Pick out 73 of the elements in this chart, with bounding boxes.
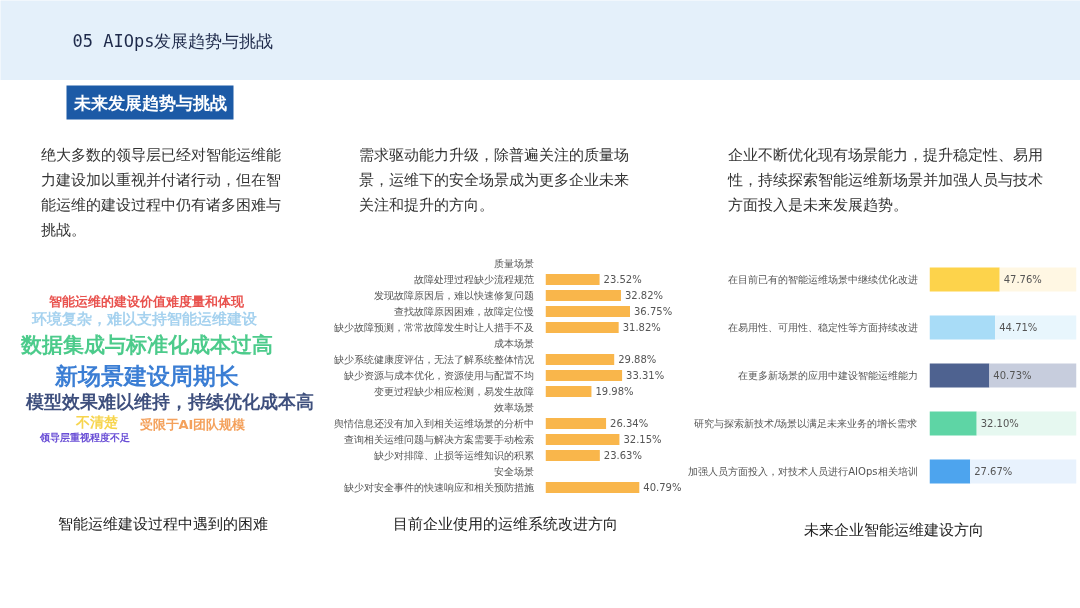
bar	[545, 274, 600, 285]
data-label: 26.34%	[610, 418, 649, 429]
bar	[929, 363, 990, 388]
text: 智能运维的建设价值难度量和体现	[48, 294, 245, 309]
y-tick-label: 成本场景	[493, 338, 534, 349]
bar	[545, 306, 630, 317]
bar	[929, 459, 971, 484]
data-label: 47.76%	[1003, 274, 1042, 285]
text: 05 AIOps发展趋势与挑战	[72, 30, 274, 51]
text: 目前企业使用的运维系统改进方向	[393, 514, 618, 533]
data-label: 23.52%	[603, 274, 642, 285]
text: 新场景建设周期长	[53, 362, 239, 389]
data-label: 32.10%	[980, 418, 1019, 429]
data-label: 27.67%	[974, 466, 1013, 477]
y-tick-label: 缺少系统健康度评估，无法了解系统整体情况	[333, 354, 534, 365]
text: 不清楚	[74, 413, 119, 430]
bar	[995, 315, 1077, 340]
y-tick-label: 安全场景	[493, 466, 534, 477]
bar	[545, 434, 620, 445]
bar	[929, 267, 1000, 292]
y-tick-label: 查询相关运维问题与解决方案需要手动检索	[343, 434, 534, 445]
bar	[989, 363, 1077, 388]
text: 环境复杂，难以支持智能运维建设	[31, 309, 258, 328]
y-tick-label: 研究与探索新技术/场景以满足未来业务的增长需求	[694, 418, 918, 429]
text: 受限于AI团队规模	[138, 417, 246, 432]
y-tick-label: 变更过程缺少相应检测，易发生故障	[373, 386, 534, 397]
y-tick-label: 在易用性、可用性、稳定性等方面持续改进	[727, 322, 918, 333]
text: 领导层重视程度不足	[38, 432, 130, 443]
bar	[929, 411, 977, 436]
y-tick-label: 舆情信息还没有加入到相关运维场景的分析中	[333, 418, 534, 429]
text: 未来企业智能运维建设方向	[803, 520, 984, 539]
y-tick-label: 效率场景	[493, 402, 534, 413]
bar	[545, 482, 640, 493]
y-tick-label: 缺少对排障、止损等运维知识的积累	[373, 450, 534, 461]
data-label: 40.73%	[993, 370, 1032, 381]
y-tick-label: 质量场景	[493, 258, 534, 269]
y-tick-label: 查找故障原因困难，故障定位慢	[393, 306, 534, 317]
y-tick-label: 发现故障原因后，难以快速修复问题	[373, 290, 534, 301]
data-label: 32.15%	[623, 434, 662, 445]
chart-subtitle: 企业不断优化现有场景能力，提升稳定性、易用性，持续探索智能运维新场景并加强人员与技术方面投入是未来发展趋势。	[726, 145, 1043, 214]
data-label: 32.82%	[624, 290, 664, 301]
bar	[545, 354, 615, 365]
bar	[970, 459, 1077, 484]
bar	[929, 315, 996, 340]
bar	[545, 322, 619, 333]
y-tick-label: 在目前已有的智能运维场景中继续优化改进	[727, 274, 918, 285]
y-tick-label: 在更多新场景的应用中建设智能运维能力	[737, 370, 918, 381]
y-tick-label: 缺少资源与成本优化，资源使用与配置不均	[343, 370, 534, 381]
bar	[545, 290, 621, 301]
data-label: 31.82%	[622, 322, 661, 333]
data-label: 44.71%	[999, 322, 1038, 333]
text: 未来发展趋势与挑战	[72, 92, 227, 113]
text: 模型效果难以维持，持续优化成本高	[24, 391, 314, 412]
y-tick-label: 缺少故障预测，常常故障发生时让人措手不及	[333, 322, 534, 333]
y-tick-label: 缺少对安全事件的快速响应和相关预防措施	[343, 482, 534, 493]
text: 绝大多数的领导层已经对智能运维能力建设加以重视并付诸行动，但在智能运维的建设过程中仍有诸多困难与挑战。	[40, 145, 281, 240]
text: 智能运维建设过程中遇到的困难	[57, 514, 268, 533]
data-label: 40.79%	[643, 482, 682, 493]
data-label: 19.98%	[595, 386, 634, 397]
bar	[999, 267, 1077, 292]
bar	[976, 411, 1077, 436]
bar	[545, 418, 607, 429]
chart-subtitle: 需求驱动能力升级，除普遍关注的质量场景，运维下的安全场景成为更多企业未来关注和提升的方向。	[358, 145, 629, 214]
data-label: 29.88%	[618, 354, 657, 365]
bar	[545, 370, 623, 381]
y-tick-label: 加强人员方面投入，对技术人员进行AIOps相关培训	[688, 466, 918, 477]
data-label: 36.75%	[634, 306, 673, 317]
data-label: 23.63%	[603, 450, 642, 461]
bar	[545, 386, 592, 397]
text: 数据集成与标准化成本过高	[19, 332, 273, 357]
bar	[545, 450, 600, 461]
data-label: 33.31%	[626, 370, 665, 381]
y-tick-label: 故障处理过程缺少流程规范	[413, 274, 534, 285]
